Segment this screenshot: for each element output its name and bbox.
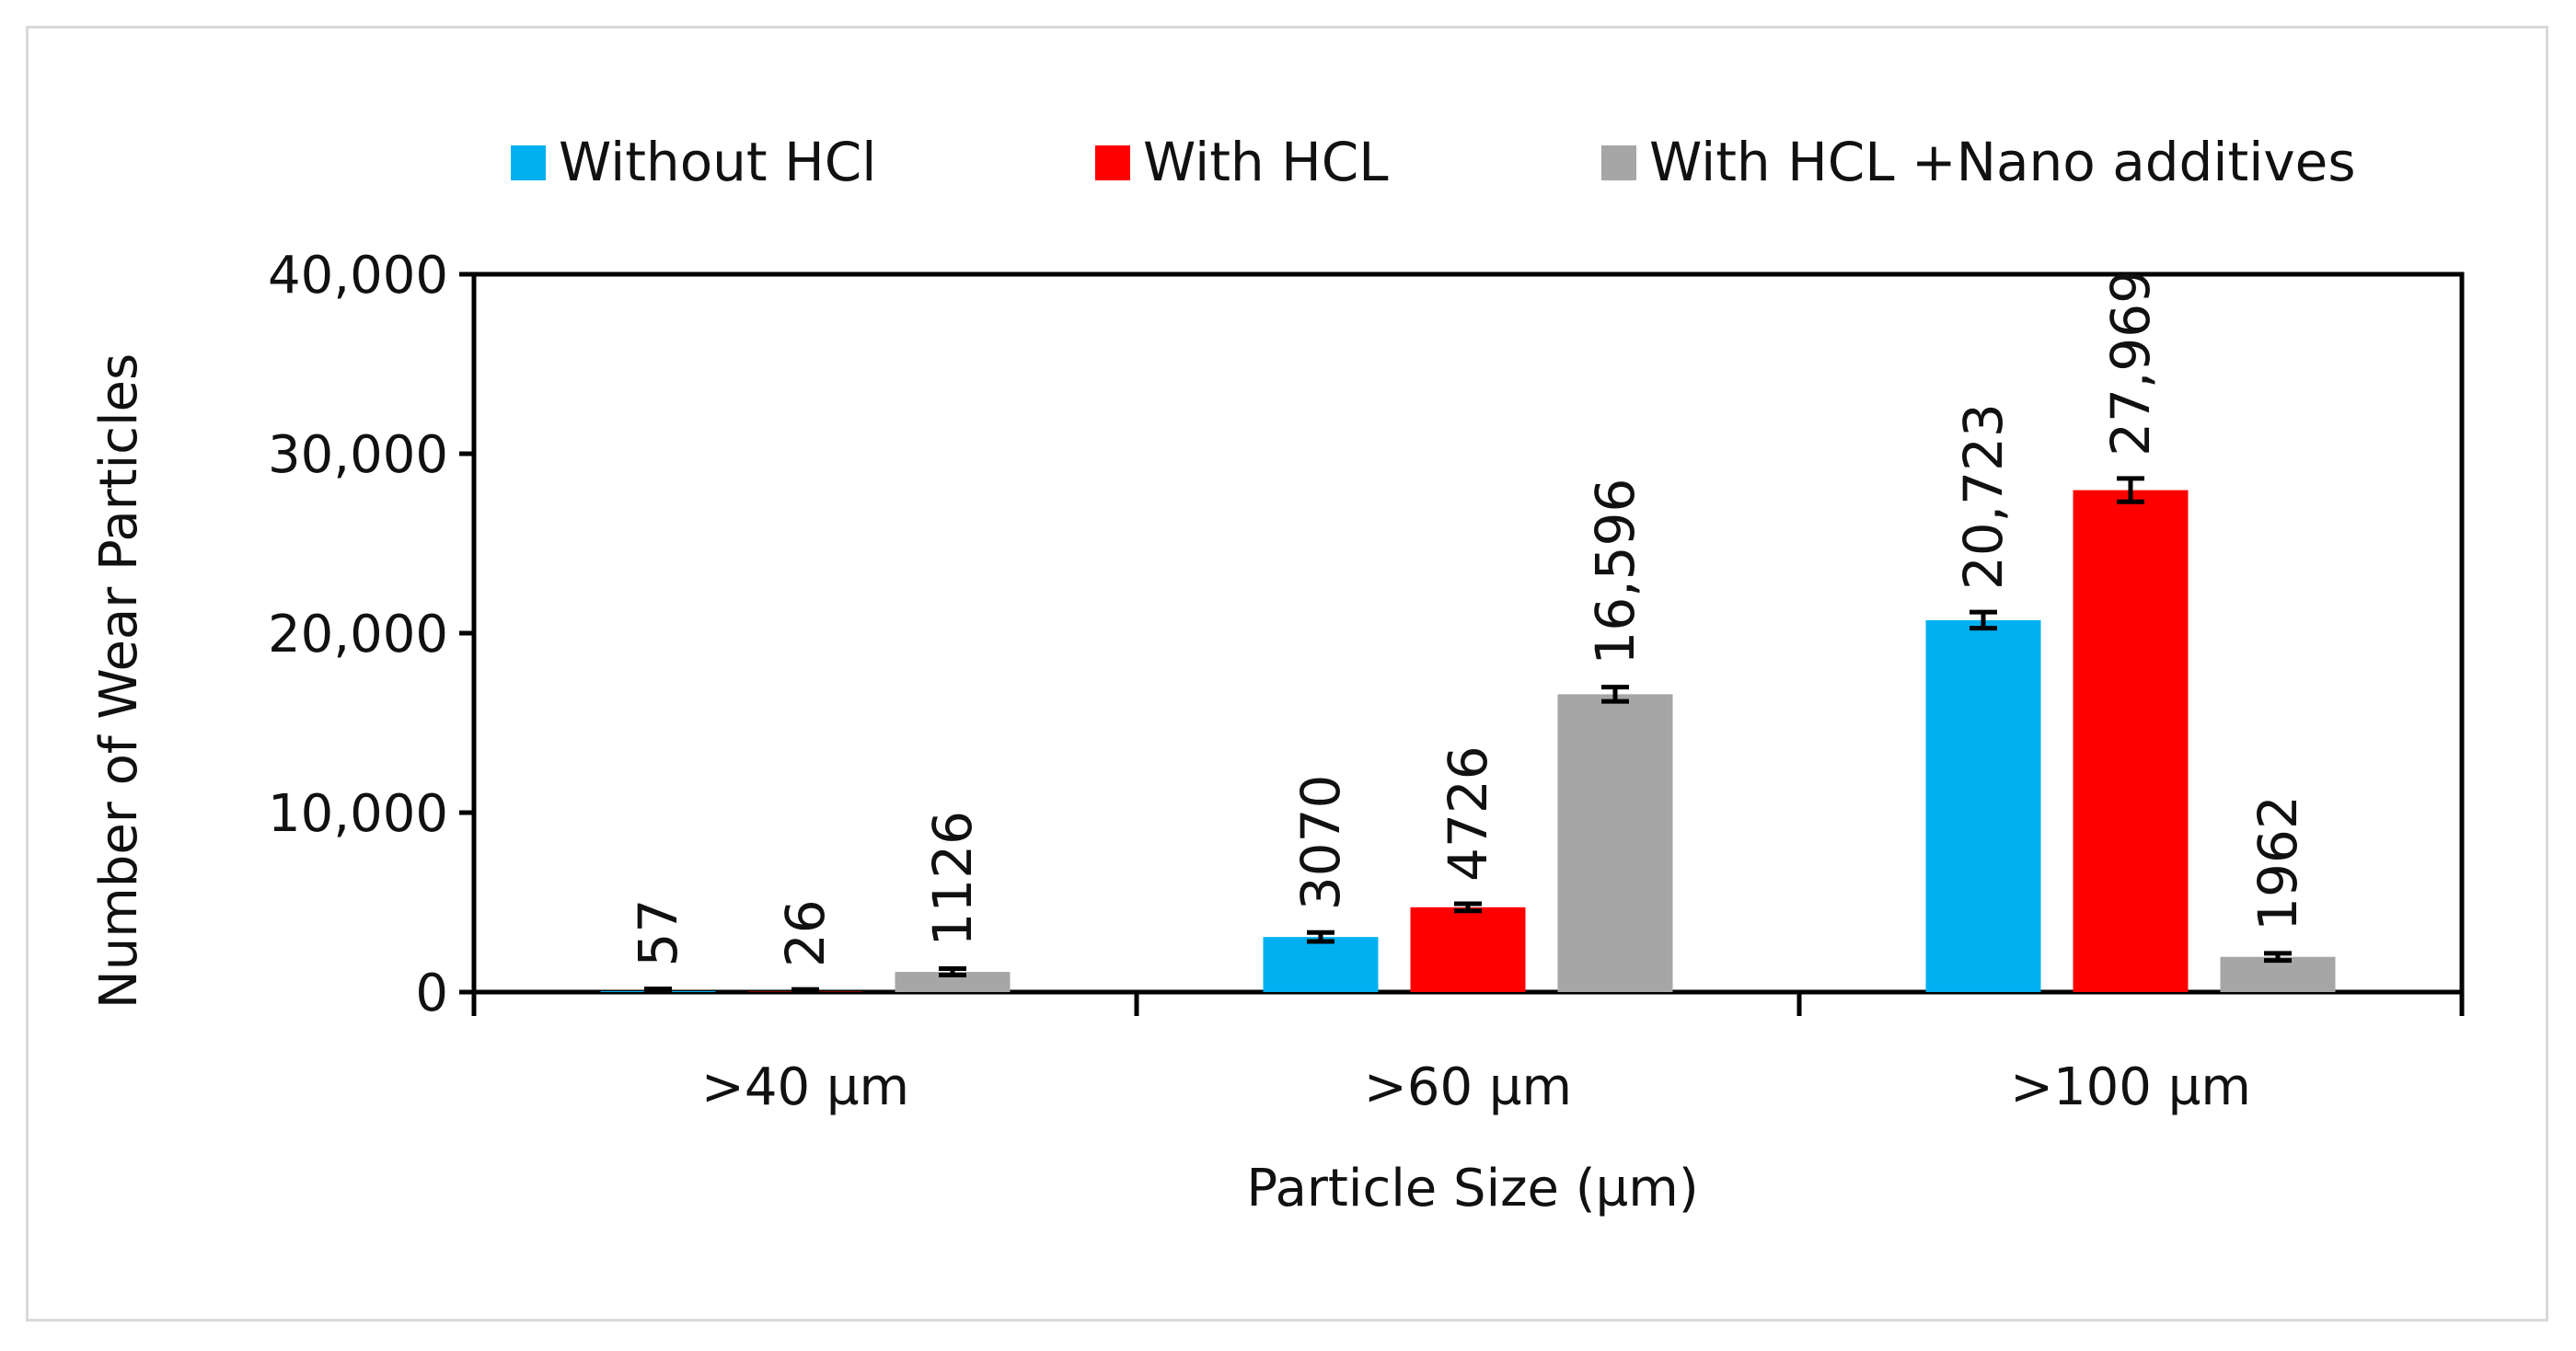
bar <box>2073 490 2189 992</box>
y-tick-label: 40,000 <box>268 246 448 306</box>
legend-item: With HCL +Nano additives <box>1601 131 2356 193</box>
y-tick-label: 20,000 <box>268 605 448 664</box>
error-bar <box>2117 476 2144 504</box>
y-tick-label: 0 <box>415 964 448 1023</box>
data-label: 3070 <box>1289 775 1352 911</box>
legend-swatch <box>1601 145 1636 180</box>
legend-swatch <box>1095 145 1130 180</box>
y-axis-title: Number of Wear Particles <box>89 353 149 1009</box>
error-bar <box>1454 901 1482 914</box>
error-bar <box>1970 609 1997 631</box>
legend-item: With HCL <box>1095 131 1389 193</box>
bar <box>1557 694 1673 992</box>
axes: 0 10,000 20,000 30,000 40,000 >40 µm >60 µm >10… <box>268 246 2465 1117</box>
data-label: 20,723 <box>1952 403 2015 590</box>
data-label: 1962 <box>2247 795 2309 931</box>
data-label: 4726 <box>1437 745 1499 882</box>
bars <box>600 476 2336 995</box>
y-tick-label: 10,000 <box>268 784 448 844</box>
error-bar <box>939 966 966 978</box>
bar <box>1925 619 2041 992</box>
data-label: 1126 <box>921 811 984 947</box>
data-label: 26 <box>774 899 837 967</box>
legend-label: Without HCl <box>559 131 876 193</box>
data-labels: 57 3070 20,723 26 4726 27,969 1126 16,596 1962 <box>627 270 2309 967</box>
data-label: 57 <box>627 899 689 967</box>
legend: Without HCl With HCL With HCL +Nano additi… <box>511 131 2356 193</box>
data-label: 27,969 <box>2099 270 2162 456</box>
legend-swatch <box>511 145 546 180</box>
x-category-label: >60 µm <box>1364 1057 1572 1117</box>
legend-label: With HCL +Nano additives <box>1649 131 2356 193</box>
x-category-label: >100 µm <box>2010 1057 2251 1117</box>
y-tick-label: 30,000 <box>268 425 448 485</box>
legend-item: Without HCl <box>511 131 876 193</box>
data-label: 16,596 <box>1584 479 1646 665</box>
bar <box>895 972 1011 992</box>
x-axis-title: Particle Size (µm) <box>1246 1159 1698 1218</box>
error-bar <box>791 987 819 995</box>
error-bar <box>2264 951 2292 964</box>
bar <box>1263 937 1379 992</box>
error-bar <box>1307 930 1334 944</box>
error-bar <box>1601 685 1629 704</box>
legend-label: With HCL <box>1143 131 1389 193</box>
x-category-label: >40 µm <box>701 1057 909 1117</box>
bar <box>1410 906 1526 992</box>
error-bar <box>644 987 672 995</box>
